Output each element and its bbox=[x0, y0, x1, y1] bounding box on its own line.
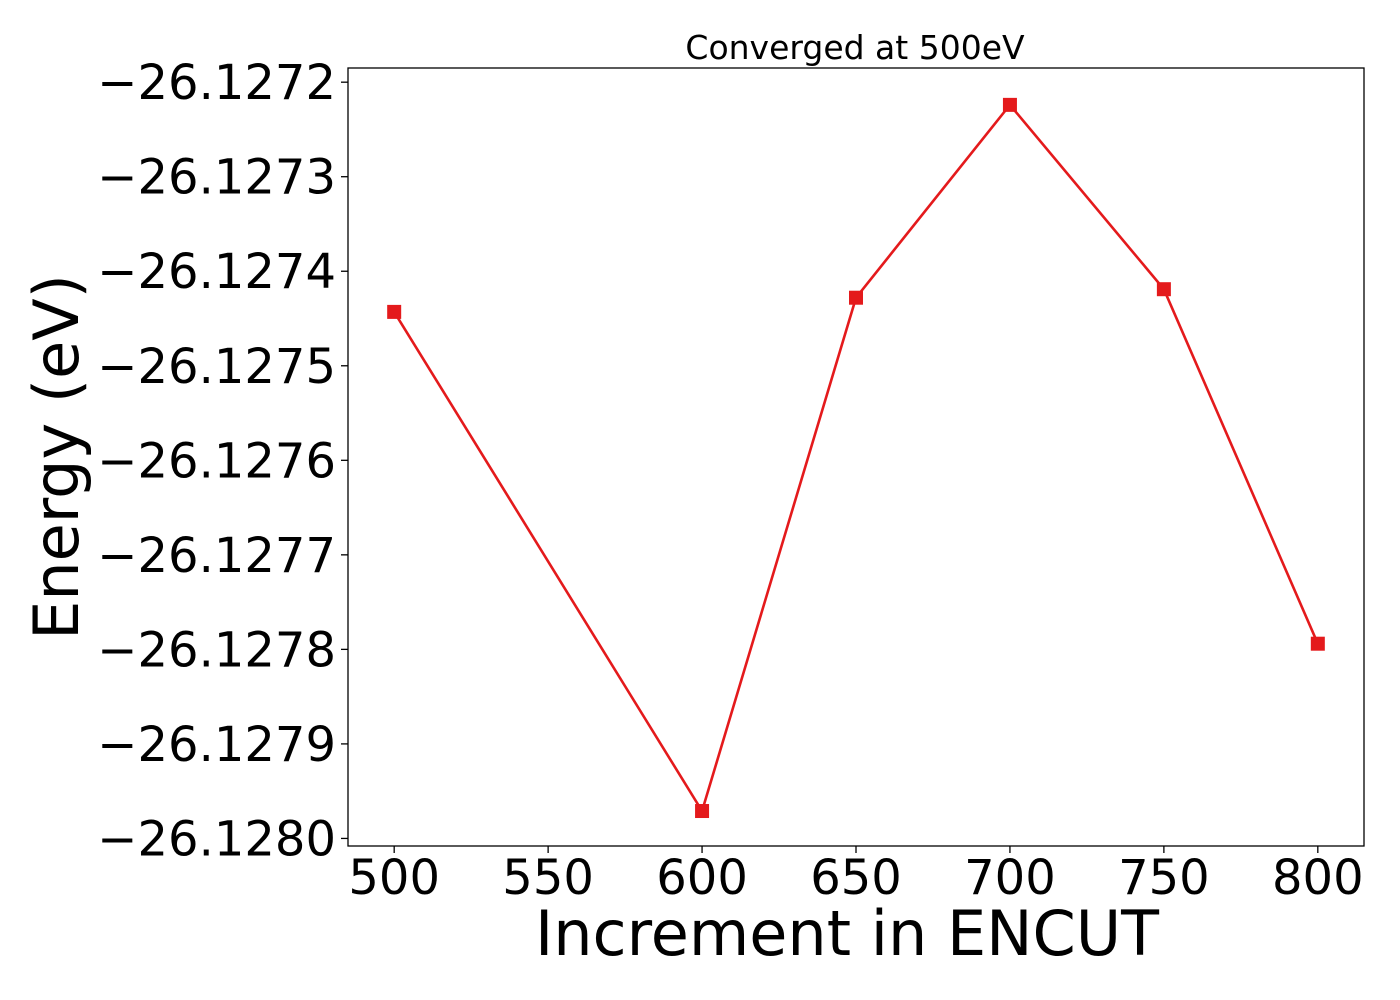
data-point-marker bbox=[1156, 282, 1171, 297]
data-point-marker bbox=[849, 290, 863, 305]
y-axis: −26.1280 −26.1279 −26.1278 −26.1277 −26.1276… bbox=[97, 55, 348, 867]
x-tick-label: 750 bbox=[1118, 850, 1210, 906]
y-tick-label: −26.1272 bbox=[97, 55, 336, 111]
data-point-marker bbox=[387, 304, 402, 319]
y-tick-label: −26.1278 bbox=[97, 622, 336, 678]
y-tick-label: −26.1274 bbox=[97, 244, 336, 300]
data-point-marker bbox=[1002, 97, 1017, 112]
x-axis-label: Increment in ENCUT bbox=[535, 897, 1160, 970]
x-tick-label: 500 bbox=[348, 850, 440, 906]
x-tick-label: 800 bbox=[1272, 850, 1364, 906]
x-tick-label: 650 bbox=[810, 850, 902, 906]
y-tick-label: −26.1277 bbox=[97, 528, 336, 584]
y-tick-label: −26.1275 bbox=[97, 339, 336, 395]
x-tick-label: 600 bbox=[656, 850, 748, 906]
y-tick-label: −26.1273 bbox=[97, 150, 336, 206]
data-point-marker bbox=[695, 804, 710, 819]
data-point-marker bbox=[1310, 636, 1325, 651]
series-line bbox=[393, 102, 1320, 815]
chart-title: Converged at 500eV bbox=[685, 28, 1025, 67]
y-tick-label: −26.1276 bbox=[97, 433, 336, 489]
y-axis-label: Energy (eV) bbox=[20, 274, 93, 640]
y-tick-label: −26.1280 bbox=[97, 811, 336, 867]
series-layer bbox=[387, 97, 1325, 819]
x-axis: 500 550 600 650 700 750 800 bbox=[348, 846, 1364, 906]
x-tick-label: 700 bbox=[964, 850, 1056, 906]
x-tick-label: 550 bbox=[502, 850, 594, 906]
y-tick-label: −26.1279 bbox=[97, 717, 336, 773]
